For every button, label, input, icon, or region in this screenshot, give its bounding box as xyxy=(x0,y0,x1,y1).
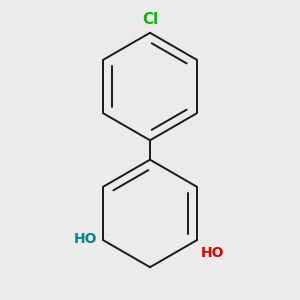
Text: HO: HO xyxy=(74,232,98,246)
Text: Cl: Cl xyxy=(142,12,158,27)
Text: HO: HO xyxy=(201,246,224,260)
